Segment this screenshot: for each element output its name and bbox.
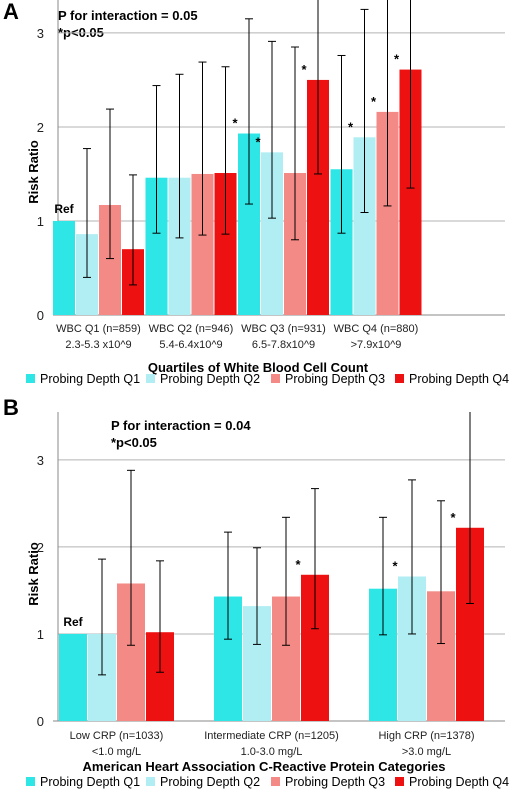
bar xyxy=(168,177,191,315)
bar xyxy=(376,111,399,315)
y-tick-label: 3 xyxy=(37,26,44,41)
category-sublabel: <1.0 mg/L xyxy=(92,746,141,758)
significance-star: * xyxy=(255,134,261,149)
bar xyxy=(214,173,237,315)
category-sublabel: >3.0 mg/L xyxy=(402,746,451,758)
bar xyxy=(59,633,87,721)
legend-swatch xyxy=(146,777,155,786)
category-label: Intermediate CRP (n=1205) xyxy=(204,730,339,742)
bar xyxy=(261,152,283,315)
legend-label: Probing Depth Q3 xyxy=(285,775,385,789)
bar xyxy=(99,204,121,315)
category-label: WBC Q2 (n=946) xyxy=(149,323,234,335)
legend-label: Probing Depth Q1 xyxy=(40,775,140,789)
category-sublabel: 5.4-6.4x10^9 xyxy=(159,339,222,351)
y-tick-label: 0 xyxy=(37,308,44,323)
legend-swatch xyxy=(271,777,280,786)
panel-b-label: B xyxy=(3,395,19,420)
legend-label: Probing Depth Q3 xyxy=(285,372,385,386)
y-tick-label: 2 xyxy=(37,120,44,135)
significance-star: * xyxy=(450,510,456,525)
bar xyxy=(353,137,376,315)
bar xyxy=(145,177,168,315)
significance-star: * xyxy=(392,559,398,574)
bar xyxy=(284,173,306,315)
bar xyxy=(191,173,214,315)
category-sublabel: 1.0-3.0 mg/L xyxy=(241,746,303,758)
panel-b-plot: 0 1 2 3 Ref Low CRP (n=1033) <1.0 mg/L * Interme… xyxy=(26,412,509,789)
bar xyxy=(307,79,329,315)
panel-a-label: A xyxy=(3,0,19,24)
significance-star: * xyxy=(348,119,354,134)
category-label: Low CRP (n=1033) xyxy=(70,730,164,742)
panel-a-x-axis-label: Quartiles of White Blood Cell Count xyxy=(148,360,369,375)
legend-swatch xyxy=(395,374,404,383)
y-tick-label: 0 xyxy=(37,714,44,729)
legend-label: Probing Depth Q2 xyxy=(160,372,260,386)
legend-swatch xyxy=(271,374,280,383)
y-tick-label: 2 xyxy=(37,540,44,555)
category-sublabel: >7.9x10^9 xyxy=(351,339,402,351)
panel-a-interaction-p: P for interaction = 0.05 xyxy=(58,8,198,23)
bar xyxy=(330,169,353,315)
y-tick-label: 3 xyxy=(37,453,44,468)
legend-label: Probing Depth Q1 xyxy=(40,372,140,386)
category-label: WBC Q1 (n=859) xyxy=(56,323,141,335)
panel-a-y-axis-label: Risk Ratio xyxy=(26,140,41,204)
legend-swatch xyxy=(26,777,35,786)
category-sublabel: 6.5-7.8x10^9 xyxy=(252,339,315,351)
category-label: WBC Q4 (n=880) xyxy=(334,323,419,335)
bar xyxy=(399,69,422,315)
legend-swatch xyxy=(26,374,35,383)
reference-label: Ref xyxy=(63,615,83,629)
y-tick-label: 1 xyxy=(37,627,44,642)
y-tick-label: 1 xyxy=(37,214,44,229)
significance-star: * xyxy=(371,94,377,109)
legend-label: Probing Depth Q4 xyxy=(409,775,509,789)
panel-b-significance-note: *p<0.05 xyxy=(111,435,157,450)
legend-swatch xyxy=(146,374,155,383)
panel-a-plot: 0 1 2 3 Ref WBC Q1 (n=859) 2.3-5.3 x10^9 WBC Q2… xyxy=(26,0,509,386)
category-label: High CRP (n=1378) xyxy=(378,730,474,742)
category-label: WBC Q3 (n=931) xyxy=(241,323,326,335)
significance-star: * xyxy=(295,557,301,572)
legend-label: Probing Depth Q2 xyxy=(160,775,260,789)
significance-star: * xyxy=(394,52,400,67)
significance-star: * xyxy=(301,62,307,77)
legend-swatch xyxy=(395,777,404,786)
panel-b-interaction-p: P for interaction = 0.04 xyxy=(111,418,251,433)
significance-star: * xyxy=(232,116,238,131)
category-sublabel: 2.3-5.3 x10^9 xyxy=(65,339,131,351)
bar xyxy=(238,133,260,315)
panel-b-y-axis-label: Risk Ratio xyxy=(26,542,41,606)
panel-b-x-axis-label: American Heart Association C-Reactive Pr… xyxy=(83,759,446,774)
bar xyxy=(53,220,75,315)
legend-label: Probing Depth Q4 xyxy=(409,372,509,386)
reference-label: Ref xyxy=(54,202,74,216)
